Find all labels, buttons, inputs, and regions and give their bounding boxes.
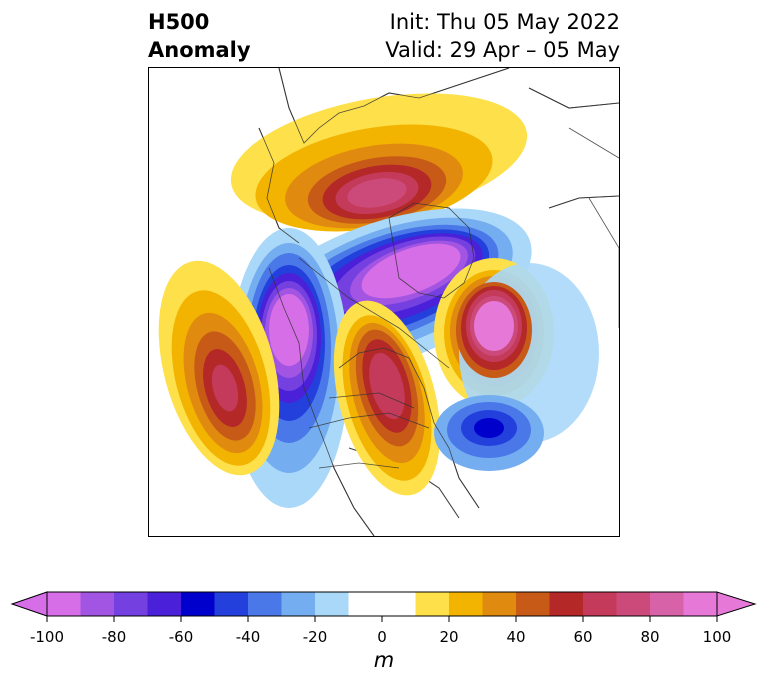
colorbar-tick-label: 20 bbox=[439, 628, 459, 646]
colorbar-extend-max bbox=[716, 591, 757, 617]
colorbar-segment bbox=[650, 592, 684, 616]
anomaly-map bbox=[148, 67, 620, 537]
colorbar-segment bbox=[482, 592, 517, 616]
colorbar-segment bbox=[348, 592, 383, 616]
colorbar-segment bbox=[315, 592, 349, 616]
colorbar-segment bbox=[181, 592, 215, 616]
colorbar-segment bbox=[281, 592, 316, 616]
colorbar-segment bbox=[516, 592, 550, 616]
colorbar-tick-label: 80 bbox=[640, 628, 660, 646]
ridge-north-pacific bbox=[158, 260, 280, 476]
colorbar-tick-label: -20 bbox=[302, 628, 328, 646]
title-right: Init: Thu 05 May 2022 Valid: 29 Apr – 05… bbox=[385, 8, 620, 64]
title-left: H500 Anomaly bbox=[148, 8, 251, 64]
colorbar-segment bbox=[47, 592, 81, 616]
colorbar-tick-label: -80 bbox=[101, 628, 127, 646]
ridge-central-canada bbox=[333, 300, 441, 496]
colorbar-unit: m bbox=[373, 648, 395, 672]
title-variable: H500 bbox=[148, 10, 210, 34]
colorbar-segment bbox=[248, 592, 282, 616]
colorbar-segment bbox=[80, 592, 115, 616]
colorbar-segment bbox=[449, 592, 483, 616]
colorbar-segment bbox=[147, 592, 182, 616]
colorbar-segment bbox=[114, 592, 148, 616]
colorbar-tick-label: 60 bbox=[573, 628, 593, 646]
colorbar-segment bbox=[616, 592, 651, 616]
colorbar-segment bbox=[382, 592, 416, 616]
colorbar-segment bbox=[683, 592, 718, 616]
ridge-north-siberia bbox=[230, 93, 528, 232]
colorbar-segment bbox=[549, 592, 584, 616]
init-date: Init: Thu 05 May 2022 bbox=[389, 10, 620, 34]
colorbar-tick-label: 100 bbox=[702, 628, 732, 646]
colorbar bbox=[10, 591, 757, 622]
colorbar-segment bbox=[415, 592, 450, 616]
colorbar-tick-label: -60 bbox=[168, 628, 194, 646]
colorbar-segment bbox=[214, 592, 249, 616]
borders bbox=[258, 68, 619, 536]
colorbar-segment bbox=[583, 592, 617, 616]
valid-range: Valid: 29 Apr – 05 May bbox=[385, 38, 620, 62]
colorbar-tick-label: 0 bbox=[377, 628, 387, 646]
colorbar-tick-label: -40 bbox=[235, 628, 261, 646]
map-canvas bbox=[149, 68, 619, 536]
colorbar-tick-label: 40 bbox=[506, 628, 526, 646]
title-anomaly: Anomaly bbox=[148, 38, 251, 62]
colorbar-tick-label: -100 bbox=[29, 628, 65, 646]
colorbar-extend-min bbox=[10, 591, 48, 617]
